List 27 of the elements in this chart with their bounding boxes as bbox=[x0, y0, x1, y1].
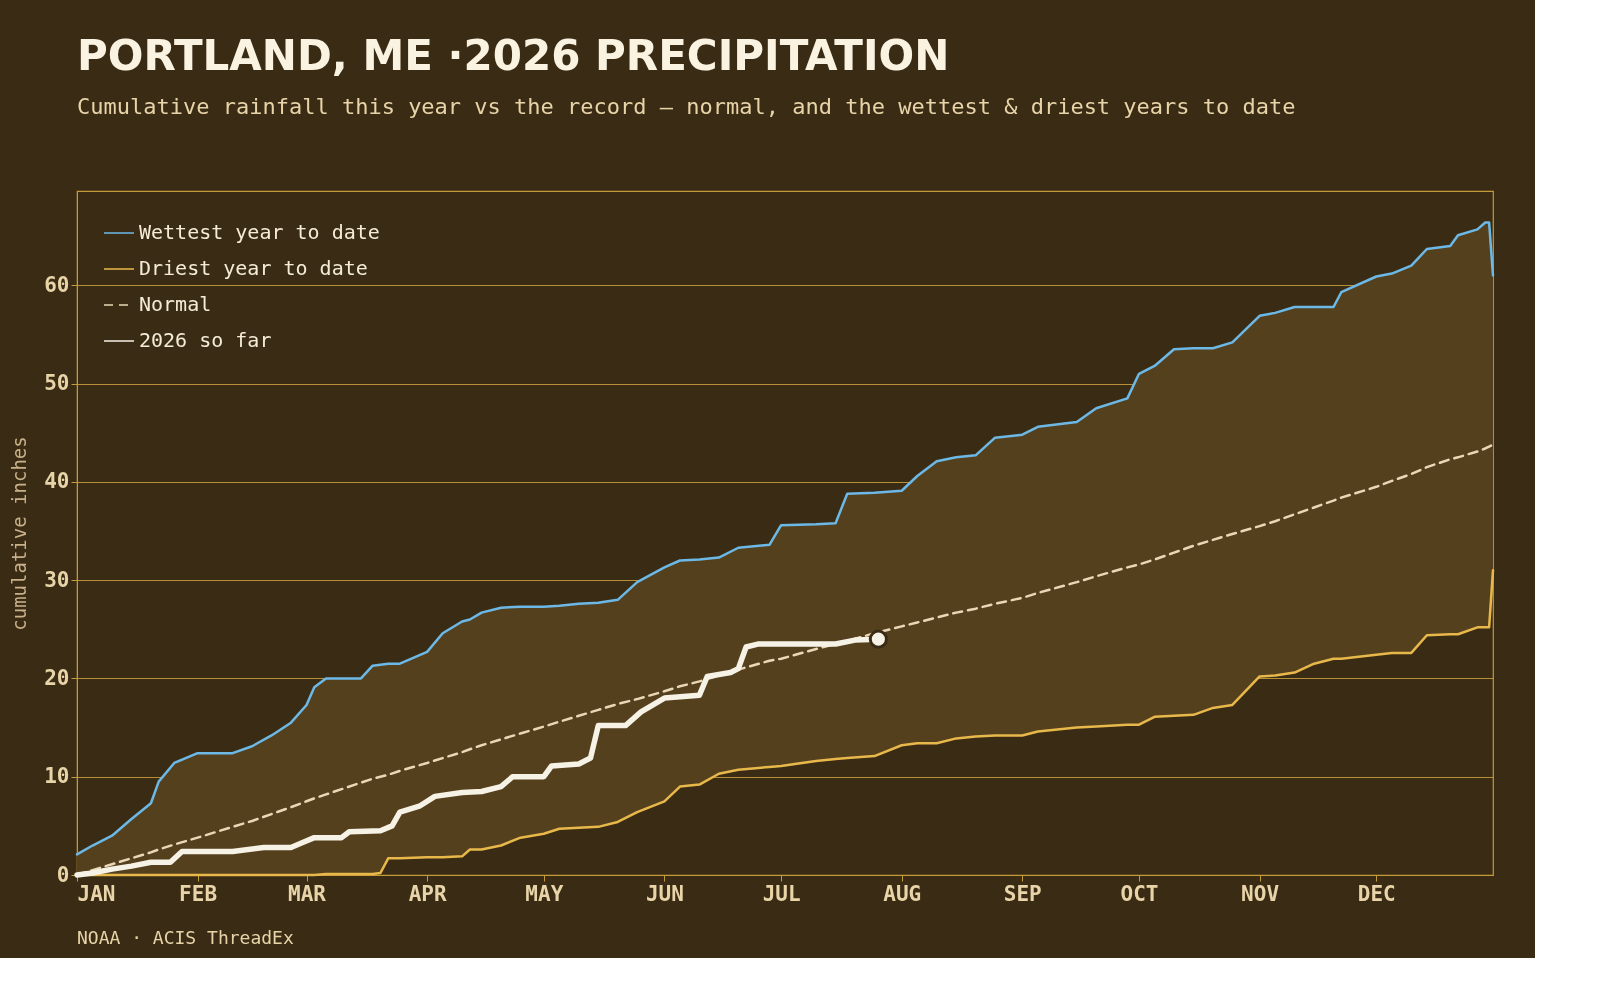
y-tick-label: 0 bbox=[56, 862, 70, 887]
y-axis-title: cumulative inches bbox=[8, 436, 31, 631]
y-tick-label: 50 bbox=[44, 371, 70, 396]
text: NOAA · ACIS ThreadEx bbox=[77, 927, 294, 948]
y-tick-label: 20 bbox=[44, 665, 70, 690]
x-tick-label: AUG bbox=[883, 881, 922, 906]
y-tick-label: 30 bbox=[44, 567, 70, 592]
x-tick-label: OCT bbox=[1120, 881, 1159, 906]
x-tick-label: APR bbox=[408, 881, 447, 906]
legend-label: Wettest year to date bbox=[139, 220, 380, 244]
x-tick-label: MAY bbox=[525, 881, 564, 906]
y-tick-label: 60 bbox=[44, 272, 70, 297]
x-tick-label: DEC bbox=[1357, 881, 1396, 906]
chart-subtitle: Cumulative rainfall this year vs the record — normal, and the wettest & driest years to date bbox=[77, 94, 1296, 119]
y-tick-label: 10 bbox=[44, 764, 70, 789]
legend-label: Driest year to date bbox=[139, 256, 368, 280]
x-tick-label: JAN bbox=[77, 881, 116, 906]
x-tick-label: FEB bbox=[179, 881, 218, 906]
chart-title: PORTLAND, ME ·2026 PRECIPITATION bbox=[77, 31, 950, 80]
y-tick-label: 40 bbox=[44, 469, 70, 494]
x-tick-label: JUN bbox=[645, 881, 684, 906]
x-tick-label: SEP bbox=[1003, 881, 1042, 906]
x-tick-label: NOV bbox=[1241, 881, 1280, 906]
x-tick-label: MAR bbox=[288, 881, 327, 906]
legend-label: Normal bbox=[139, 292, 212, 316]
legend-label: 2026 so far bbox=[139, 328, 272, 352]
x-tick-label: JUL bbox=[762, 881, 801, 906]
